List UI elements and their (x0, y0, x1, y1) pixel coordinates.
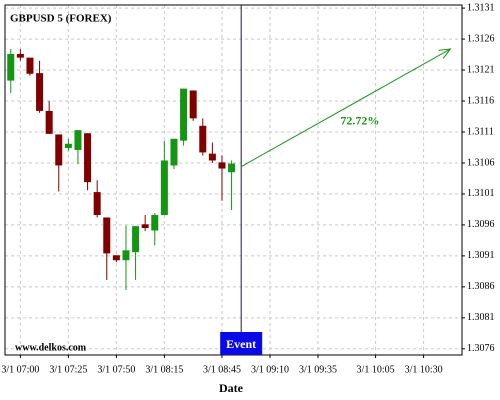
x-tick-label: 3/1 07:25 (49, 364, 87, 375)
candle-body (208, 153, 216, 161)
x-tick-label: 3/1 10:05 (357, 364, 395, 375)
x-tick-label: 3/1 07:50 (97, 364, 135, 375)
watermark: www.delkos.com (15, 342, 87, 353)
candle-body (84, 133, 92, 183)
candle-body (189, 90, 197, 119)
candle-body (180, 88, 188, 141)
y-tick-label: 1.3101 (467, 188, 495, 199)
y-tick-label: 1.3116 (467, 95, 494, 106)
x-tick-label: 3/1 10:30 (405, 364, 443, 375)
candle-body (16, 53, 24, 58)
candle-body (36, 73, 44, 111)
candle-body (151, 215, 159, 231)
candle-body (74, 130, 82, 150)
y-tick-label: 1.3081 (467, 312, 495, 323)
arrow-head (438, 48, 452, 59)
event-box (220, 332, 263, 355)
chart-title: GBPUSD 5 (FOREX) (10, 13, 112, 25)
candle-body (55, 134, 63, 166)
y-tick-label: 1.3076 (467, 343, 495, 354)
candle-body (103, 217, 111, 254)
candle-body (170, 138, 178, 166)
x-tick-label: 3/1 07:00 (1, 364, 39, 375)
y-tick-label: 1.3121 (467, 64, 495, 75)
candle-body (64, 143, 72, 149)
forecast-arrow (240, 48, 451, 168)
candle-body (7, 53, 15, 81)
y-tick-label: 1.3091 (467, 250, 495, 261)
candle-body (45, 110, 53, 134)
x-tick-label: 3/1 08:15 (145, 364, 183, 375)
x-tick-label: 3/1 08:45 (203, 364, 241, 375)
y-tick-label: 1.3131 (467, 2, 495, 13)
candle-body (112, 255, 120, 261)
candle-body (93, 192, 101, 215)
candle-body (122, 250, 130, 261)
candle-body (141, 224, 149, 229)
y-tick-label: 1.3126 (467, 33, 495, 44)
candle-body (160, 160, 168, 215)
x-tick-label: 3/1 09:10 (251, 364, 289, 375)
candle-body (218, 162, 226, 169)
candle-body (132, 226, 140, 253)
candle-body (199, 125, 207, 153)
x-axis-label: Date (219, 381, 244, 395)
y-tick-label: 1.3086 (467, 281, 495, 292)
arrow-label: 72.72% (340, 114, 379, 128)
y-tick-label: 1.3096 (467, 219, 495, 230)
candle-body (228, 163, 236, 173)
x-tick-label: 3/1 09:35 (299, 364, 337, 375)
y-tick-label: 1.3106 (467, 157, 495, 168)
event-label: Event (226, 337, 256, 351)
y-tick-label: 1.3111 (467, 126, 494, 137)
candle-body (26, 57, 34, 74)
